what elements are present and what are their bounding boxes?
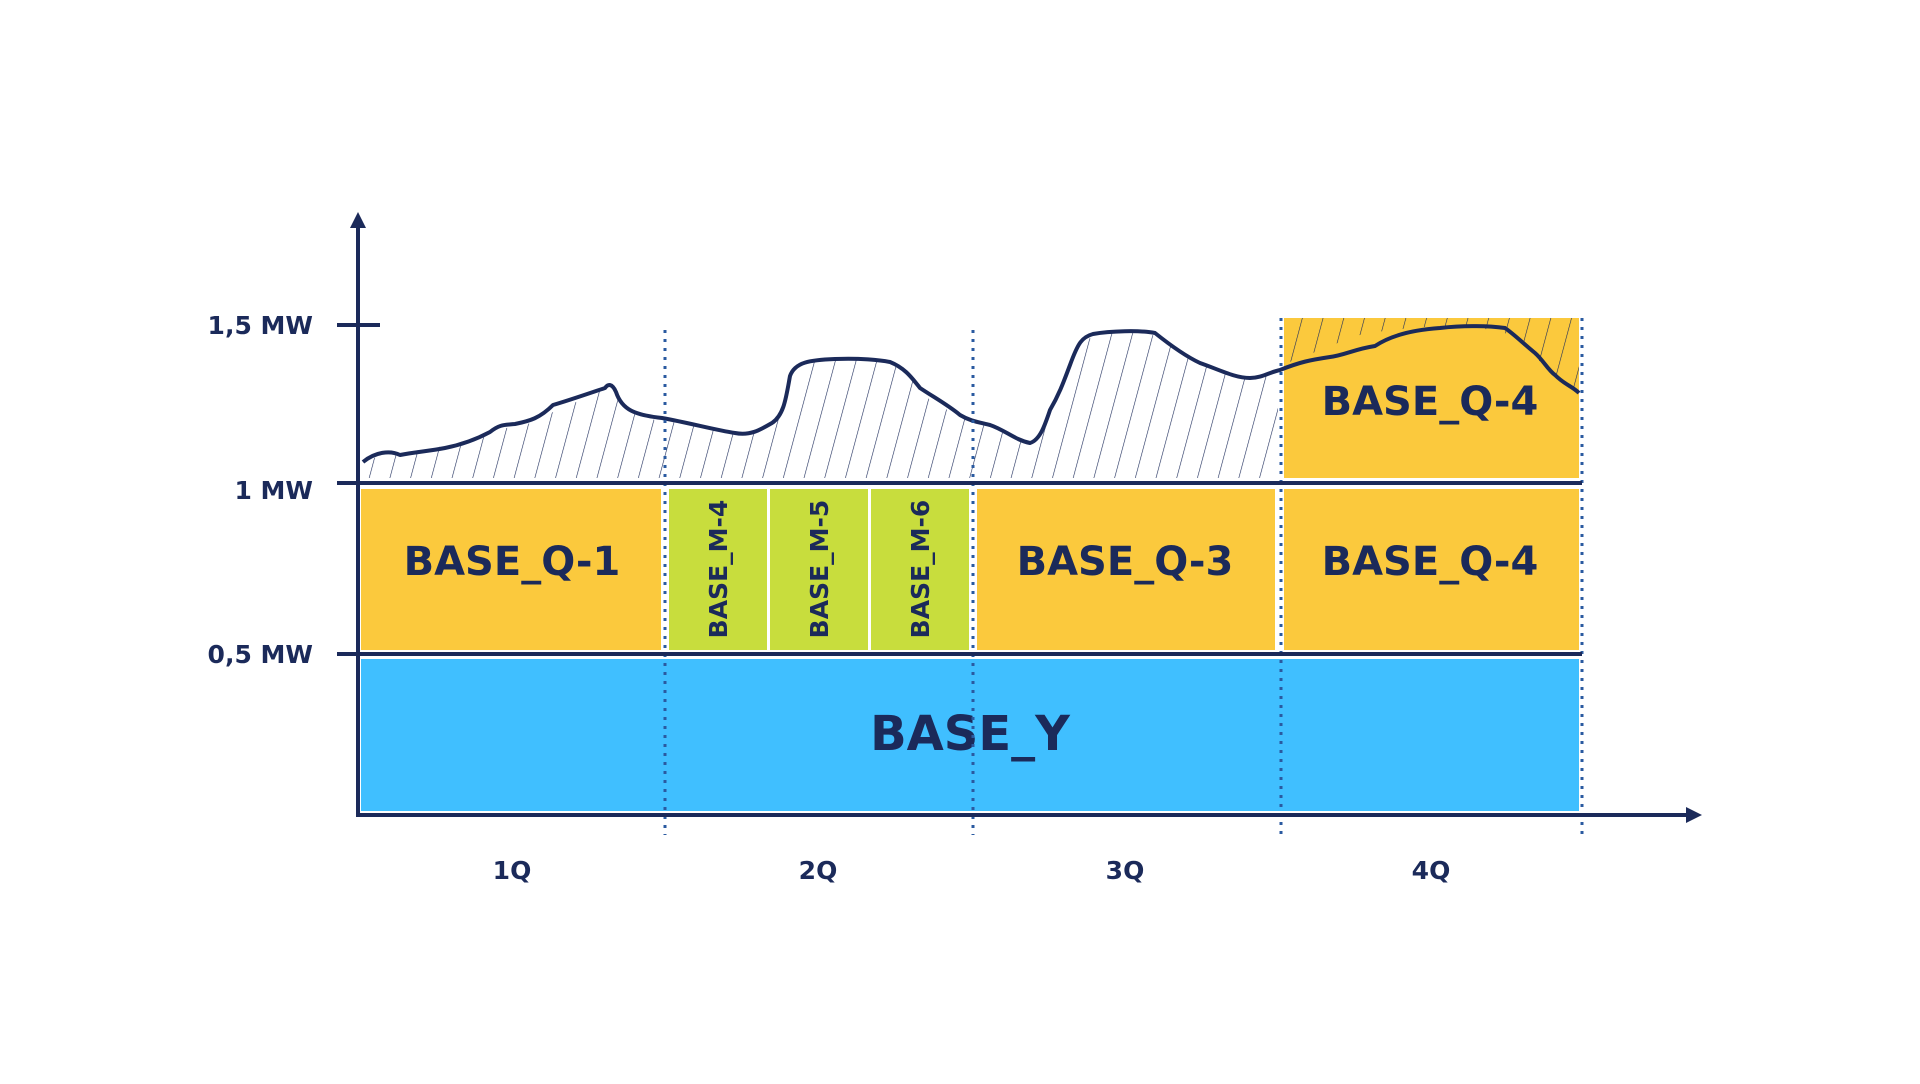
base-q4-lower-label: BASE_Q-4: [1322, 539, 1539, 585]
base-q4-upper-label: BASE_Q-4: [1322, 379, 1539, 425]
base-m6-label: BASE_M-6: [906, 500, 935, 639]
base-q3-label: BASE_Q-3: [1017, 539, 1234, 585]
base-m4-label: BASE_M-4: [704, 500, 733, 639]
base-y-label: BASE_Y: [870, 706, 1071, 762]
base-q1-block: [361, 489, 661, 650]
x-label-1q: 1Q: [493, 856, 532, 885]
y-tick-label-1mw: 1 MW: [234, 476, 313, 505]
base-m5-block: [770, 489, 868, 650]
y-axis-arrow-icon: [350, 212, 366, 228]
x-label-3q: 3Q: [1106, 856, 1145, 885]
load-curve-hatch-area: [363, 332, 1278, 478]
x-label-4q: 4Q: [1412, 856, 1451, 885]
y-tick-label-15mw: 1,5 MW: [208, 311, 313, 340]
base-q4-lower-block: [1284, 489, 1579, 650]
base-q1-label: BASE_Q-1: [404, 539, 621, 585]
load-curve-hatch-q4: [1284, 318, 1579, 392]
load-curve: [361, 324, 1581, 464]
base-m4-block: [669, 489, 767, 650]
y-tick-label-05mw: 0,5 MW: [208, 640, 313, 669]
base-m6-block: [871, 489, 969, 650]
base-y-block: [361, 659, 1579, 811]
x-label-2q: 2Q: [799, 856, 838, 885]
base-m5-label: BASE_M-5: [805, 500, 834, 639]
x-axis-arrow-icon: [1686, 807, 1702, 823]
base-q3-block: [977, 489, 1275, 650]
